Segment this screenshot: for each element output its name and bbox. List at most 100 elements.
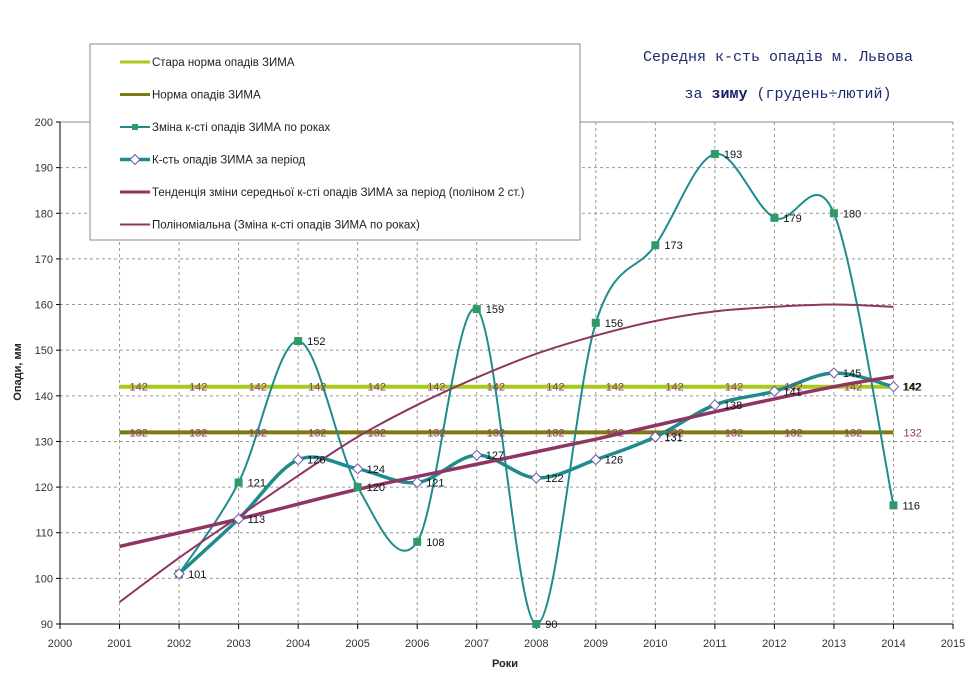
data-label: 121 (248, 478, 266, 490)
data-label: 113 (248, 514, 266, 526)
norm-label: 142 (487, 382, 505, 394)
legend-label-2: Зміна к-сті опадів ЗИМА по роках (152, 122, 331, 134)
data-label: 126 (307, 455, 325, 467)
data-point-diamond (471, 449, 483, 461)
legend-label-1: Норма опадів ЗИМА (152, 90, 261, 102)
data-label: 90 (545, 619, 557, 631)
end-label: 132 (903, 427, 921, 439)
title-prefix: за (684, 86, 711, 103)
y-tick-label: 180 (35, 208, 53, 220)
data-point-square (710, 149, 719, 158)
series-layer (118, 149, 900, 628)
legend-label-4: Тенденція зміни середньої к-сті опадів З… (152, 187, 525, 199)
data-label: 138 (724, 400, 742, 412)
y-tick-label: 150 (35, 345, 53, 357)
chart-title-line2: за зиму (грудень÷лютий) (684, 86, 891, 103)
data-point-diamond (173, 568, 185, 580)
data-point-square (353, 483, 362, 492)
norm-label: 132 (665, 427, 683, 439)
data-label: 145 (843, 368, 861, 380)
data-point-square (651, 241, 660, 250)
norm-label: 142 (308, 382, 326, 394)
norm-label: 142 (725, 382, 743, 394)
x-tick-label: 2014 (881, 638, 905, 650)
norm-label: 142 (189, 382, 207, 394)
x-tick-label: 2008 (524, 638, 548, 650)
data-label: 127 (486, 450, 504, 462)
x-tick-label: 2005 (345, 638, 369, 650)
data-point-square (472, 305, 481, 314)
data-point-square (413, 537, 422, 546)
norm-label: 142 (844, 382, 862, 394)
trend-line-4 (119, 374, 894, 549)
end-label: 142 (903, 382, 921, 394)
data-label: 179 (783, 213, 801, 225)
x-tick-label: 2003 (226, 638, 250, 650)
y-tick-label: 200 (35, 117, 53, 129)
x-tick-label: 2010 (643, 638, 667, 650)
y-tick-label: 140 (35, 391, 53, 403)
title-bold-word: зиму (711, 86, 747, 103)
norm-label: 142 (606, 382, 624, 394)
x-tick-label: 2013 (822, 638, 846, 650)
legend-box (89, 43, 581, 241)
legend-label-0: Стара норма опадів ЗИМА (152, 57, 295, 69)
y-tick-label: 110 (35, 528, 53, 540)
x-tick-label: 2006 (405, 638, 429, 650)
y-axis-title: Опади, мм (12, 343, 24, 400)
data-label: 142 (902, 382, 920, 394)
data-point-diamond (351, 463, 364, 475)
x-tick-label: 2002 (167, 638, 191, 650)
data-label: 141 (783, 386, 801, 398)
norm-label: 132 (189, 427, 207, 439)
norm-label: 142 (665, 382, 683, 394)
norm-label: 132 (249, 427, 267, 439)
data-point-square (770, 213, 779, 222)
data-label: 131 (664, 432, 682, 444)
title-suffix: (грудень÷лютий) (748, 86, 892, 103)
norm-label: 142 (546, 382, 564, 394)
norm-label: 142 (427, 382, 445, 394)
data-label: 159 (486, 304, 504, 316)
legend-marker-diamond (129, 153, 141, 166)
norm-label: 132 (546, 427, 564, 439)
norm-label: 142 (784, 382, 802, 394)
data-label: 156 (605, 318, 623, 330)
norm-label: 142 (368, 382, 386, 394)
data-point-diamond (887, 380, 900, 393)
data-point-square (532, 620, 541, 628)
data-point-diamond (649, 431, 662, 443)
data-label: 173 (664, 240, 682, 252)
y-tick-label: 90 (41, 619, 53, 631)
data-label: 122 (545, 473, 563, 485)
x-tick-label: 2015 (941, 638, 965, 650)
y-tick-label: 120 (35, 482, 53, 494)
y-tick-label: 190 (35, 163, 53, 175)
axes: 90 100 110 120 130 140 150 160 170 180 190 200 2000 2… (35, 117, 966, 650)
norm-label: 132 (844, 427, 862, 439)
data-point-square (829, 209, 838, 218)
y-tick-label: 130 (35, 436, 53, 448)
x-tick-label: 2000 (48, 638, 72, 650)
data-point-square (234, 478, 243, 487)
trend-line-5 (118, 303, 894, 603)
x-tick-label: 2007 (464, 638, 488, 650)
x-tick-label: 2012 (762, 638, 786, 650)
norm-label: 132 (487, 427, 505, 439)
data-label: 193 (724, 149, 742, 161)
data-label: 180 (843, 208, 861, 220)
data-label: 108 (426, 537, 444, 549)
y-tick-label: 160 (35, 300, 53, 312)
norm-label: 132 (368, 427, 386, 439)
norm-label: 132 (725, 427, 743, 439)
data-label: 124 (367, 464, 385, 476)
legend-marker-square (132, 124, 138, 130)
data-point-diamond (411, 476, 423, 489)
data-label: 120 (367, 482, 385, 494)
y-tick-label: 100 (35, 573, 53, 585)
norm-label: 132 (606, 427, 624, 439)
data-point-square (591, 318, 600, 327)
x-tick-label: 2009 (584, 638, 608, 650)
data-labels: 142 142 142 142 142 142 142 142 142 142 142 142 1421… (130, 149, 922, 631)
